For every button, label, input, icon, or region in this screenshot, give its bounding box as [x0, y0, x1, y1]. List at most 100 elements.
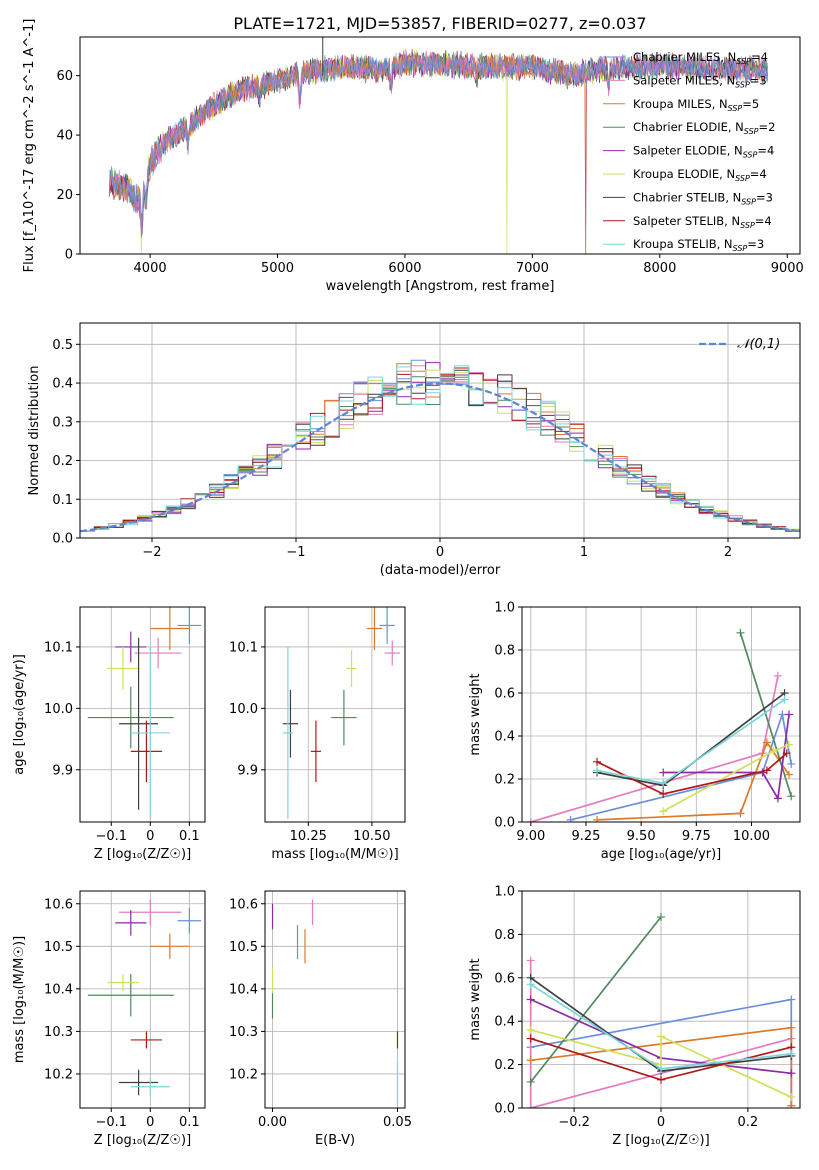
age_vs_mass-xtick-label-1: 10.50 [353, 829, 390, 844]
weight_vs_Z-marker-kroupa-miles-2 [787, 1101, 796, 1108]
mass_vs_Z-frame [79, 890, 206, 1109]
age_vs_Z-ytick-label-1: 10.0 [44, 702, 73, 717]
mass_vs_Z-ytick-label-4: 10.6 [44, 897, 73, 912]
residuals-plot-area [80, 359, 800, 533]
weight_vs_Z-marker-salpeter-elodie-0 [526, 995, 535, 1004]
age_vs_Z-frame [79, 606, 206, 823]
weight_vs_Z-marker-kroupa-miles-0 [526, 1056, 535, 1065]
mass_vs_Z-xlabel: Z [log₁₀(Z/Z☉)] [94, 1133, 191, 1148]
mass_vs_Z-plot-area [87, 899, 202, 1096]
weight_vs_age-marker-salpeter-miles-2 [773, 671, 782, 680]
residuals-ytick-label-0: 0.0 [52, 532, 73, 547]
spectrum-frame [79, 36, 801, 255]
weight_vs_age-marker-kroupa-stelib-2 [780, 695, 789, 704]
residuals-ytick-label-5: 0.5 [52, 338, 73, 353]
weight_vs_Z-ytick-label-5: 1.0 [494, 885, 515, 900]
mass_vs_Z-xtick-label-0: −0.1 [95, 1115, 127, 1130]
weight_vs_age-marker-salpeter-stelib-3 [782, 749, 791, 758]
spectrum-xtick-label-2: 6000 [388, 261, 421, 276]
mass_vs_ebv-plot-area [271, 899, 399, 1104]
weight_vs_age-ytick-label-5: 1.0 [494, 601, 515, 616]
age_vs_mass-axes: 10.25 10.50 9.9 10.0 10.1 mass [log₁₀(M/M☉)] [229, 606, 406, 862]
spectrum-ylabel: Flux [f_λ10^-17 erg cm^-2 s^-1 A^-1] [22, 19, 37, 273]
weight_vs_age-ytick-label-1: 0.2 [494, 773, 515, 788]
spectrum-axes: 4000 5000 6000 7000 8000 9000 0 20 40 60 wavelengt… [22, 19, 804, 294]
mass_vs_Z-ytick-label-2: 10.4 [44, 982, 73, 997]
weight_vs_Z-marker-salpeter-miles-0 [526, 956, 535, 965]
spectrum-legend-label-2: Kroupa MILES, NSSP=5 [633, 97, 759, 113]
residuals-ytick-label-1: 0.1 [52, 493, 73, 508]
age_vs_Z-ytick-label-0: 9.9 [52, 763, 73, 778]
weight_vs_Z-marker-kroupa-miles-1 [787, 1023, 796, 1032]
weight_vs_Z-marker-kroupa-stelib-0 [526, 980, 535, 989]
mass_vs_ebv-xtick-label-0: 0.00 [258, 1115, 287, 1130]
weight_vs_age-marker-kroupa-stelib-1 [659, 779, 668, 788]
age_vs_Z-xtick-label-2: 0.1 [179, 829, 200, 844]
mass_vs_ebv-ytick-label-3: 10.5 [229, 940, 258, 955]
weight_vs_age-xtick-label-3: 9.75 [682, 829, 711, 844]
weight_vs_age-xlabel: age [log₁₀(age/yr)] [601, 847, 722, 862]
age_vs_Z-xtick-label-0: −0.1 [95, 829, 127, 844]
weight_vs_Z-ytick-label-1: 0.2 [494, 1058, 515, 1073]
age_vs_mass-ytick-label-0: 9.9 [237, 763, 258, 778]
weight_vs_age-marker-kroupa-miles-2 [762, 738, 771, 747]
weight_vs_Z-marker-salpeter-stelib-1 [657, 1075, 665, 1084]
weight_vs_age-marker-salpeter-elodie-0 [659, 768, 668, 777]
weight_vs_age-marker-salpeter-stelib-2 [762, 766, 771, 775]
weight_vs_age-marker-kroupa-stelib-0 [593, 766, 602, 775]
weight_vs_age-xtick-label-1: 9.25 [572, 829, 601, 844]
normal-curve [80, 382, 798, 533]
age_vs_mass-plot-area [282, 607, 400, 819]
weight_vs_Z-marker-kroupa-stelib-2 [787, 1049, 796, 1058]
weight_vs_Z-line-chabrier-elodie [530, 916, 662, 1083]
residuals-xtick-label-2: 0 [436, 545, 444, 560]
weight_vs_age-marker-kroupa-miles-1 [736, 809, 745, 818]
mass_vs_Z-ytick-label-1: 10.3 [44, 1025, 73, 1040]
spectrum-plot-area [108, 37, 768, 254]
weight_vs_Z-line-kroupa-elodie [530, 1029, 792, 1098]
mass_vs_Z-xtick-label-2: 0.1 [179, 1115, 200, 1130]
weight_vs_Z-xtick-label-0: −0.2 [558, 1115, 590, 1130]
weight_vs_age-line-salpeter-stelib [596, 752, 788, 795]
spectrum-ytick-label-0: 0 [65, 248, 73, 263]
mass_vs_ebv-ytick-label-4: 10.6 [229, 897, 258, 912]
mass_vs_Z-ytick-label-3: 10.5 [44, 940, 73, 955]
weight_vs_age-marker-kroupa-miles-3 [784, 770, 793, 779]
weight_vs_age-xtick-label-4: 10.00 [733, 829, 770, 844]
age_vs_Z-ytick-label-2: 10.1 [44, 640, 73, 655]
weight_vs_age-ytick-label-4: 0.8 [494, 644, 515, 659]
weight_vs_Z-xtick-label-2: 0.2 [738, 1115, 759, 1130]
weight_vs_age-plot-area [526, 628, 796, 822]
weight_vs_age-line-chabrier-elodie [739, 632, 793, 797]
weight_vs_age-ytick-label-3: 0.6 [494, 687, 515, 702]
spectrum-legend-label-4: Salpeter ELODIE, NSSP=4 [633, 144, 774, 160]
age_vs_Z-plot-area [87, 607, 202, 819]
spectrum-legend: Chabrier MILES, NSSP=4 Salpeter MILES, NS… [603, 50, 775, 253]
weight_vs_age-ylabel: mass weight [468, 673, 483, 755]
weight_vs_Z-marker-chabrier-miles-1 [787, 995, 796, 1004]
age_vs_Z-xtick-label-1: 0 [146, 829, 154, 844]
spectrum-legend-label-8: Kroupa STELIB, NSSP=3 [633, 237, 764, 253]
weight_vs_Z-marker-kroupa-elodie-0 [526, 1025, 535, 1034]
weight_vs_Z-marker-kroupa-elodie-2 [657, 1032, 665, 1041]
weight_vs_age-frame [521, 606, 801, 823]
weight_vs_age-marker-kroupa-elodie-2 [784, 740, 793, 749]
weight_vs_Z-marker-chabrier-elodie-0 [526, 1077, 535, 1086]
weight_vs_Z-ylabel: mass weight [468, 958, 483, 1040]
mass_vs_Z-xtick-label-1: 0 [146, 1115, 154, 1130]
weight_vs_age-marker-salpeter-stelib-1 [659, 790, 668, 799]
residuals-xtick-label-1: −1 [286, 545, 305, 560]
weight_vs_Z-marker-salpeter-miles-1 [526, 1104, 535, 1108]
weight_vs_Z-xtick-label-1: 0 [657, 1115, 665, 1130]
spectrum-legend-label-5: Kroupa ELODIE, NSSP=4 [633, 167, 767, 183]
mass_vs_Z-ytick-label-0: 10.2 [44, 1067, 73, 1082]
weight_vs_age-line-kroupa-miles [596, 740, 790, 821]
spectrum-xlabel: wavelength [Angstrom, rest frame] [326, 279, 555, 294]
age_vs_mass-xlabel: mass [log₁₀(M/M☉)] [271, 847, 398, 862]
mass_vs_ebv-axes: 0.00 0.05 10.2 10.3 10.4 10.5 10.6 E(B-V) [229, 890, 412, 1148]
weight_vs_Z-marker-kroupa-stelib-1 [657, 1064, 665, 1073]
mass_vs_ebv-ytick-label-2: 10.4 [229, 982, 258, 997]
spectrum-ytick-label-1: 20 [56, 188, 73, 203]
age_vs_mass-ytick-label-1: 10.0 [229, 702, 258, 717]
